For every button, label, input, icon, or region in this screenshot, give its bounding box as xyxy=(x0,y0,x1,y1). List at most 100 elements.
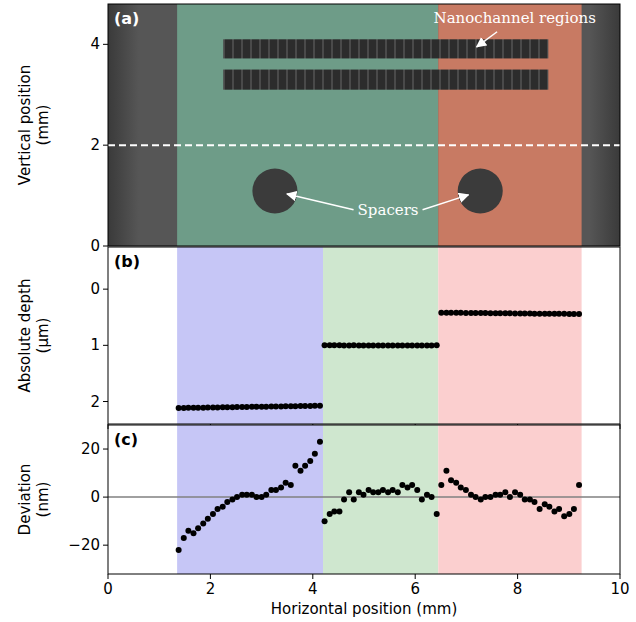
y-tick xyxy=(103,497,108,498)
data-point xyxy=(448,310,454,316)
y-tick-label: 2 xyxy=(90,136,100,154)
data-point xyxy=(522,311,528,317)
data-point xyxy=(546,504,552,510)
spacer xyxy=(252,169,297,214)
data-point xyxy=(215,404,221,410)
y-axis-title-line: Vertical position xyxy=(16,65,34,185)
data-point xyxy=(399,482,405,488)
data-point xyxy=(302,403,308,409)
nanochannel-row xyxy=(223,70,548,90)
data-point xyxy=(473,310,479,316)
data-point xyxy=(458,310,464,316)
data-point xyxy=(566,511,572,517)
annotation: Spacers xyxy=(358,201,419,219)
data-point xyxy=(307,458,313,464)
x-tick-label: 4 xyxy=(308,580,318,598)
data-point xyxy=(419,497,425,503)
panel-label: (a) xyxy=(114,9,139,28)
y-tick-label: 2 xyxy=(90,393,100,411)
data-point xyxy=(346,489,352,495)
data-point xyxy=(507,494,513,500)
data-point xyxy=(561,311,567,317)
data-point xyxy=(531,311,537,317)
region xyxy=(323,425,438,574)
y-tick xyxy=(103,345,108,346)
x-tick xyxy=(210,574,211,579)
data-point xyxy=(390,487,396,493)
data-point xyxy=(331,342,337,348)
region xyxy=(438,425,581,574)
cut-line xyxy=(108,144,620,146)
data-point xyxy=(473,494,479,500)
data-point xyxy=(571,311,577,317)
spacer xyxy=(458,169,503,214)
annotation-arrow xyxy=(423,195,469,210)
data-point xyxy=(414,487,420,493)
y-axis-title: Absolute depth(μm) xyxy=(16,279,52,393)
data-point xyxy=(522,497,528,503)
data-point xyxy=(576,482,582,488)
x-tick-label: 2 xyxy=(206,580,216,598)
data-point xyxy=(205,405,211,411)
y-axis-title: Vertical position(mm) xyxy=(16,65,52,185)
figure: 0 2 4 (a) Vertical position(mm) Nanochannel r… xyxy=(0,0,636,622)
data-point xyxy=(390,342,396,348)
data-point xyxy=(512,489,518,495)
data-point xyxy=(537,506,543,512)
y-axis-title-line: (mm) xyxy=(34,105,52,146)
data-point xyxy=(224,404,230,410)
data-point xyxy=(331,509,337,515)
data-point xyxy=(205,516,211,522)
data-point xyxy=(302,463,308,469)
panel-label: (c) xyxy=(114,430,138,449)
data-point xyxy=(200,521,206,527)
data-point xyxy=(531,499,537,505)
photo-background xyxy=(108,4,620,246)
y-tick xyxy=(103,401,108,402)
data-point xyxy=(463,487,469,493)
y-tick-label: −20 xyxy=(68,536,100,554)
data-point xyxy=(458,484,464,490)
data-point xyxy=(185,528,191,534)
data-point xyxy=(263,404,269,410)
data-point xyxy=(507,310,513,316)
y-tick-label: 20 xyxy=(81,440,100,458)
y-axis-title-line: Deviation xyxy=(16,464,34,536)
y-tick-label: 4 xyxy=(90,35,100,53)
data-point xyxy=(360,492,366,498)
data-point xyxy=(317,439,323,445)
data-point xyxy=(443,468,449,474)
y-tick xyxy=(103,246,108,247)
y-tick-label: 0 xyxy=(90,280,100,298)
data-point xyxy=(556,311,562,317)
data-point xyxy=(244,404,250,410)
data-point xyxy=(234,404,240,410)
data-point xyxy=(288,482,294,488)
y-axis-title: Deviation(nm) xyxy=(16,464,52,536)
data-point xyxy=(351,497,357,503)
frame xyxy=(108,4,620,246)
annotation-arrow xyxy=(287,194,354,210)
data-point xyxy=(434,511,440,517)
y-tick xyxy=(103,145,108,146)
x-axis-title: Horizontal position (mm) xyxy=(271,600,457,618)
data-point xyxy=(409,482,415,488)
data-point xyxy=(263,492,269,498)
data-point xyxy=(253,404,259,410)
plot-area xyxy=(108,425,620,574)
data-point xyxy=(273,487,279,493)
data-point xyxy=(322,342,328,348)
data-point xyxy=(546,311,552,317)
x-tick xyxy=(517,574,518,579)
data-point xyxy=(395,489,401,495)
data-point xyxy=(253,494,259,500)
annotation-arrow xyxy=(477,32,497,47)
data-point xyxy=(317,403,323,409)
data-point xyxy=(482,494,488,500)
x-tick-label: 10 xyxy=(610,580,629,598)
frame xyxy=(108,425,620,574)
data-point xyxy=(220,504,226,510)
plot-area xyxy=(108,4,620,246)
data-point xyxy=(360,342,366,348)
annotation: Nanochannel regions xyxy=(434,9,596,27)
